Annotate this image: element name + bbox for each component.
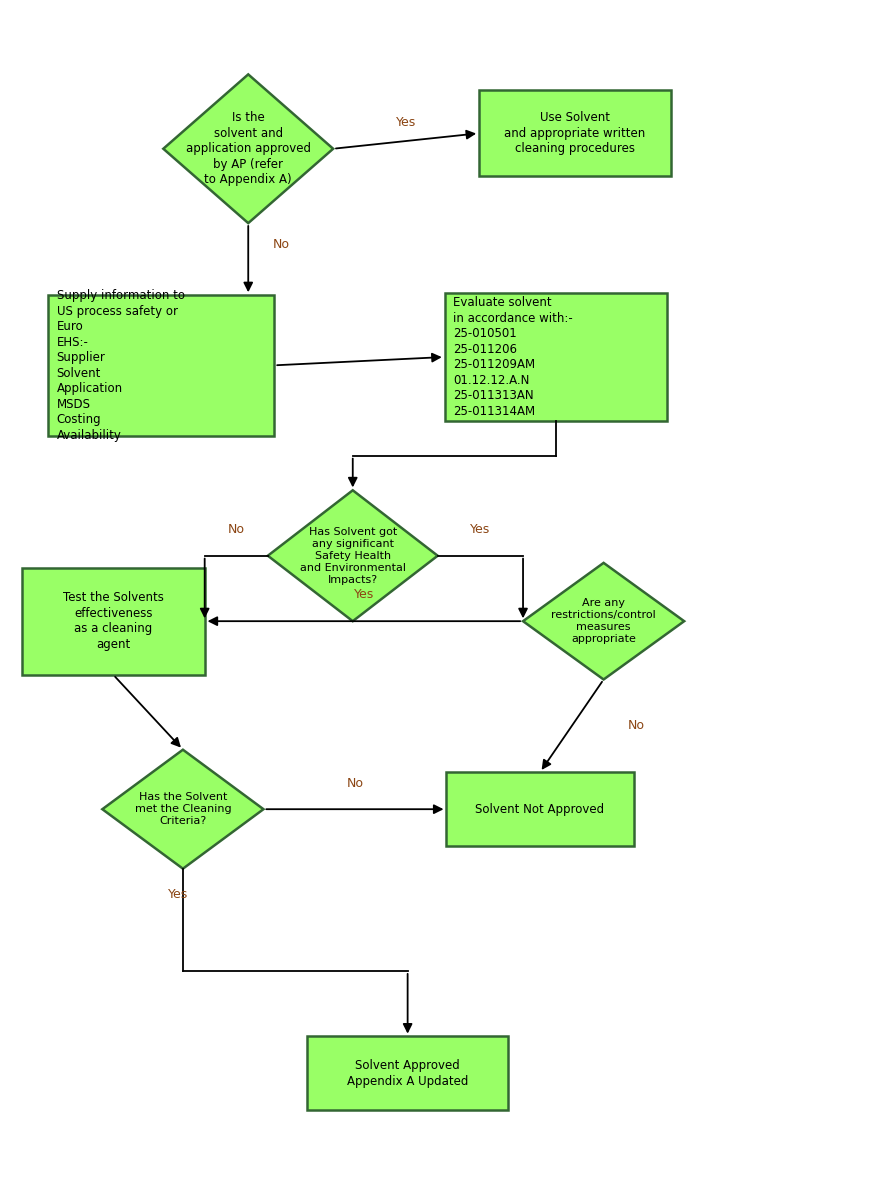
Text: Evaluate solvent
in accordance with:-
25-010501
25-011206
25-011209AM
01.12.12.A: Evaluate solvent in accordance with:- 25… [453, 296, 573, 418]
Text: No: No [628, 720, 645, 732]
Polygon shape [523, 563, 685, 679]
Text: Yes: Yes [396, 117, 416, 129]
Text: Use Solvent
and appropriate written
cleaning procedures: Use Solvent and appropriate written clea… [504, 112, 645, 155]
Bar [446, 772, 633, 846]
Text: No: No [273, 238, 290, 251]
Polygon shape [102, 750, 263, 869]
Text: Are any
restrictions/control
measures
appropriate: Are any restrictions/control measures ap… [551, 599, 656, 644]
Bar [22, 568, 205, 675]
Bar [479, 90, 671, 176]
Text: Yes: Yes [354, 589, 374, 601]
Bar [307, 1036, 508, 1110]
Text: No: No [227, 524, 245, 536]
Polygon shape [268, 490, 438, 621]
Text: Yes: Yes [470, 524, 490, 536]
Bar [48, 295, 274, 436]
Text: Is the
solvent and
application approved
by AP (refer
to Appendix A): Is the solvent and application approved … [186, 111, 311, 187]
Polygon shape [163, 74, 333, 224]
Text: Yes: Yes [168, 889, 189, 901]
Text: No: No [347, 777, 363, 789]
Text: Test the Solvents
effectiveness
as a cleaning
agent: Test the Solvents effectiveness as a cle… [63, 591, 164, 651]
Text: Has the Solvent
met the Cleaning
Criteria?: Has the Solvent met the Cleaning Criteri… [135, 793, 231, 826]
Text: Solvent Approved
Appendix A Updated: Solvent Approved Appendix A Updated [347, 1059, 469, 1088]
Text: Supply information to
US process safety or
Euro
EHS:-
Supplier
Solvent
Applicati: Supply information to US process safety … [57, 289, 185, 441]
Bar [444, 293, 667, 421]
Text: Has Solvent got
any significant
Safety Health
and Environmental
Impacts?: Has Solvent got any significant Safety H… [300, 527, 406, 584]
Text: Solvent Not Approved: Solvent Not Approved [476, 803, 604, 815]
